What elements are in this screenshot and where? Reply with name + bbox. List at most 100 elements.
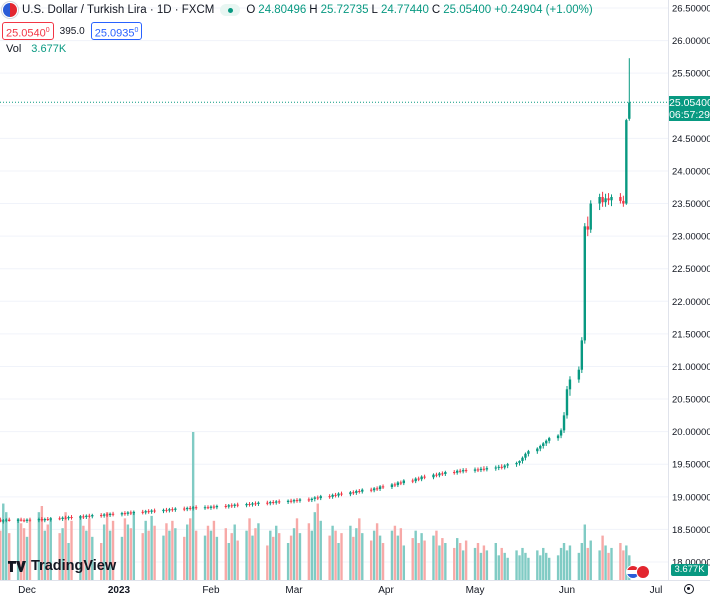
volume-bar (340, 533, 343, 580)
volume-bar (358, 518, 361, 580)
candle-body (236, 504, 239, 506)
candle-body (2, 520, 5, 522)
volume-bar (277, 533, 281, 580)
volume-bar (506, 557, 509, 580)
volume-legend[interactable]: Vol 3.677K (6, 43, 66, 55)
candle-body (108, 513, 112, 516)
volume-bar (168, 530, 171, 580)
volume-bar (521, 547, 524, 580)
volume-bar (43, 530, 47, 580)
candle-body (527, 451, 530, 454)
time-axis[interactable]: Dec 2023 Feb Mar Apr May Jun Jul (18, 585, 662, 596)
candle-body (568, 379, 572, 390)
candle-body (0, 519, 2, 522)
volume-bar (102, 524, 106, 580)
volume-bar (444, 543, 447, 580)
volume-bar (355, 528, 358, 580)
market-status-icon[interactable] (220, 4, 241, 16)
candle-body (619, 197, 622, 201)
candle-body (43, 518, 47, 521)
price-tick-label: 21.50000 (672, 329, 710, 340)
volume-bar (369, 540, 373, 580)
price-axis[interactable]: 18.00000 18.50000 19.00000 19.50000 20.00000… (672, 4, 710, 569)
candle-body (266, 502, 269, 504)
candle-body (441, 473, 444, 475)
candle-body (622, 200, 625, 204)
time-tick-label: Jul (650, 585, 663, 596)
volume-bar (105, 512, 109, 580)
low-value: 24.77440 (380, 4, 429, 16)
low-key: L (371, 4, 378, 16)
candle-body (111, 513, 115, 515)
volume-bar (399, 528, 403, 580)
symbol-title[interactable]: U.S. Dollar / Turkish Lira · 1D · FXCM (22, 4, 215, 16)
volume-bar (272, 536, 275, 580)
settings-gear-icon[interactable] (684, 584, 694, 594)
tradingview-logo[interactable]: TradingView (8, 558, 116, 574)
candle-body (286, 500, 290, 503)
candle-body (444, 472, 447, 475)
open-value: 24.80496 (258, 4, 307, 16)
volume-bar (129, 528, 133, 580)
candle-body (298, 499, 302, 501)
candle-body (224, 505, 227, 507)
volume-bar (577, 552, 581, 580)
price-tick-label: 19.50000 (672, 460, 710, 471)
ask-price: 25.0935 (94, 27, 135, 40)
volume-bar (132, 512, 136, 580)
candle-body (518, 460, 521, 463)
volume-bar (625, 545, 628, 580)
candle-body (129, 512, 133, 514)
candle-body (183, 508, 186, 510)
volume-tag: 3.677K (671, 564, 708, 576)
candle-body (37, 518, 41, 521)
volume-bar (396, 535, 400, 580)
volume-bar (337, 543, 340, 580)
symbol-header[interactable]: U.S. Dollar / Turkish Lira · 1D · FXCM O… (0, 0, 593, 20)
volume-bar (438, 545, 441, 580)
volume-bar (67, 543, 70, 580)
candle-body (147, 511, 150, 513)
volume-bar (203, 535, 207, 580)
candle-body (539, 445, 542, 449)
candles (0, 58, 631, 524)
price-tick-label: 20.00000 (672, 427, 710, 438)
candle-body (411, 480, 414, 482)
candle-body (601, 197, 604, 203)
price-tick-label: 22.00000 (672, 297, 710, 308)
candle-body (233, 504, 236, 506)
sell-button[interactable]: 25.05400 (2, 22, 54, 40)
time-tick-label: Jun (559, 585, 575, 596)
price-tick-label: 23.00000 (672, 232, 710, 243)
volume-bar (515, 550, 518, 580)
volume-bar (601, 535, 604, 580)
price-tick-label: 18.50000 (672, 525, 710, 536)
volume-bar (2, 503, 5, 580)
volume-bar (286, 543, 290, 580)
volume-bar (456, 538, 459, 580)
volume-bar (298, 533, 302, 580)
candle-body (393, 484, 397, 486)
candle-body (334, 494, 337, 496)
volume-bar (99, 543, 103, 580)
candle-body (19, 519, 23, 521)
volume-bar (171, 520, 174, 580)
volume-bar (562, 543, 566, 580)
candle-body (340, 493, 343, 495)
volume-bar (123, 518, 127, 580)
candle-body (559, 430, 563, 436)
candle-body (123, 513, 127, 515)
candle-body (503, 465, 506, 468)
buy-button[interactable]: 25.09350 (90, 22, 143, 40)
candle-body (206, 507, 210, 509)
last-price-tag: 25.05400 06:57:29 (669, 96, 710, 121)
volume-bar (414, 530, 417, 580)
bid-price-sup: 0 (45, 27, 50, 34)
candle-body (99, 515, 103, 517)
candle-body (194, 507, 198, 509)
volume-bar (292, 528, 296, 580)
candle-body (126, 512, 130, 514)
volume-bar (46, 524, 49, 580)
candle-body (610, 197, 613, 201)
